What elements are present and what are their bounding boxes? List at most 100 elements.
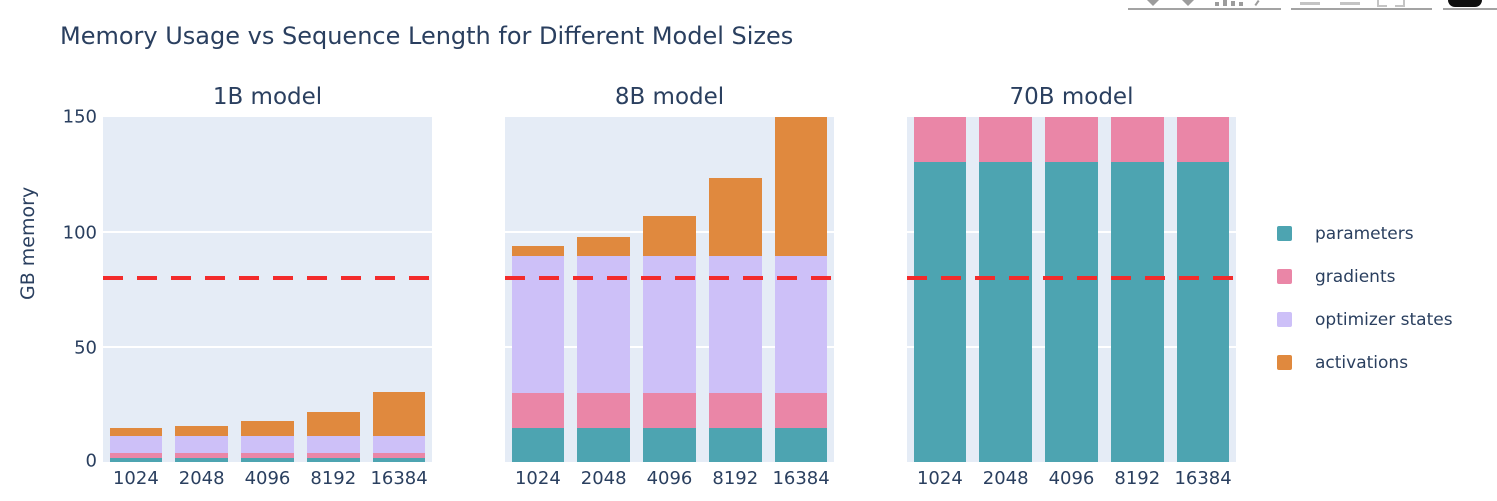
plotly-logo-icon[interactable] (1448, 0, 1482, 7)
bar-segment-gradients[interactable] (643, 393, 696, 428)
stacked-bar[interactable] (372, 392, 426, 462)
stacked-bar[interactable] (774, 117, 828, 462)
bar-segment-activations[interactable] (241, 421, 294, 436)
modebar-group-divider (1291, 8, 1432, 10)
stacked-bar[interactable] (1110, 117, 1164, 462)
x-tick: 1024 (112, 468, 159, 489)
legend-item-activations[interactable]: activations (1277, 341, 1453, 384)
legend-item-parameters[interactable]: parameters (1277, 212, 1453, 255)
chart-title: Memory Usage vs Sequence Length for Diff… (60, 22, 794, 50)
bar-segment-parameters[interactable] (372, 457, 426, 462)
modebar[interactable] (1125, 0, 1497, 12)
subplot-title-8b: 8B model (614, 84, 725, 110)
bar-segment-parameters[interactable] (306, 457, 360, 462)
bar-segment-gradients[interactable] (372, 453, 426, 458)
bar-slot (300, 117, 366, 462)
bar-segment-gradients[interactable] (1110, 117, 1164, 163)
x-tick: 1024 (916, 468, 963, 489)
stacked-bar[interactable] (708, 178, 762, 462)
bar-segment-parameters[interactable] (979, 162, 1032, 462)
bar-slot (768, 117, 834, 462)
legend-item-optimizer-states[interactable]: optimizer states (1277, 298, 1453, 341)
bar-segment-gradients[interactable] (913, 117, 967, 163)
bar-segment-parameters[interactable] (1110, 162, 1164, 462)
bar-segment-gradients[interactable] (175, 453, 228, 458)
bar-segment-gradients[interactable] (1045, 117, 1098, 163)
gridline-50 (103, 346, 432, 348)
bar-segment-activations[interactable] (175, 425, 228, 436)
bar-segment-gradients[interactable] (979, 117, 1032, 163)
bar-segment-gradients[interactable] (306, 453, 360, 458)
bar-segment-parameters[interactable] (577, 427, 630, 462)
bar-segment-gradients[interactable] (577, 393, 630, 428)
bar-segment-activations[interactable] (372, 392, 426, 436)
bar-segment-optimizer-states[interactable] (109, 435, 163, 454)
modebar-fragment-icon[interactable] (1300, 2, 1320, 5)
bar-segment-optimizer-states[interactable] (175, 435, 228, 454)
legend-item-gradients[interactable]: gradients (1277, 255, 1453, 298)
modebar-fragment-icon[interactable] (1395, 0, 1405, 7)
bar-segment-activations[interactable] (577, 236, 630, 257)
stacked-bar[interactable] (979, 117, 1032, 462)
y-tick-100: 100 (62, 222, 97, 244)
subplot-title-70b: 70B model (1009, 84, 1134, 110)
bar-segment-gradients[interactable] (774, 393, 828, 428)
bar-segment-parameters[interactable] (109, 457, 163, 462)
modebar-fragment-icon[interactable] (1340, 2, 1360, 5)
bar-segment-parameters[interactable] (511, 427, 565, 462)
modebar-fragment-icon[interactable] (1231, 1, 1235, 6)
bar-segment-optimizer-states[interactable] (241, 435, 294, 454)
bar-segment-activations[interactable] (109, 428, 163, 436)
bar-segment-activations[interactable] (708, 178, 762, 257)
legend-label: optimizer states (1315, 309, 1453, 330)
stacked-bar[interactable] (241, 421, 294, 462)
stacked-bar[interactable] (577, 236, 630, 462)
bar-segment-gradients[interactable] (241, 453, 294, 458)
bar-segment-parameters[interactable] (643, 427, 696, 462)
modebar-fragment-icon[interactable] (1182, 0, 1194, 6)
bar-slot (973, 117, 1039, 462)
bar-segment-optimizer-states[interactable] (306, 435, 360, 454)
x-tick: 8192 (1114, 468, 1161, 489)
bar-segment-gradients[interactable] (1176, 117, 1230, 163)
bar-segment-activations[interactable] (774, 117, 828, 257)
modebar-fragment-icon[interactable] (1377, 0, 1387, 7)
stacked-bar[interactable] (643, 216, 696, 462)
bar-segment-parameters[interactable] (241, 457, 294, 462)
stacked-bar[interactable] (306, 411, 360, 462)
bar-segment-parameters[interactable] (708, 427, 762, 462)
stacked-bar[interactable] (1176, 117, 1230, 462)
bar-slot (169, 117, 235, 462)
bar-segment-parameters[interactable] (1045, 162, 1098, 462)
bar-segment-gradients[interactable] (708, 393, 762, 428)
modebar-fragment-icon[interactable] (1147, 0, 1159, 6)
stacked-bar[interactable] (109, 428, 163, 462)
modebar-fragment-icon[interactable] (1254, 0, 1260, 7)
bar-segment-parameters[interactable] (774, 427, 828, 462)
bar-segment-parameters[interactable] (1176, 162, 1230, 462)
modebar-fragment-icon[interactable] (1215, 2, 1219, 6)
bar-slot (1104, 117, 1170, 462)
bar-segment-gradients[interactable] (511, 393, 565, 428)
bar-slot (702, 117, 768, 462)
stacked-bar[interactable] (913, 117, 967, 462)
x-tick: 1024 (514, 468, 561, 489)
x-tick: 2048 (178, 468, 225, 489)
bar-segment-activations[interactable] (511, 246, 565, 257)
bar-segment-activations[interactable] (306, 411, 360, 436)
bar-segment-optimizer-states[interactable] (372, 435, 426, 454)
stacked-bar[interactable] (1045, 117, 1098, 462)
modebar-fragment-icon[interactable] (1239, 2, 1243, 6)
bar-slot (637, 117, 703, 462)
bar-segment-parameters[interactable] (913, 162, 967, 462)
modebar-fragment-icon[interactable] (1223, 0, 1227, 6)
memory-limit-line (103, 276, 432, 280)
memory-limit-line (505, 276, 834, 280)
stacked-bar[interactable] (175, 425, 228, 462)
modebar-group-divider (1443, 8, 1497, 10)
bar-slot (103, 117, 169, 462)
bar-segment-gradients[interactable] (109, 453, 163, 458)
bar-segment-activations[interactable] (643, 216, 696, 257)
subplot-1b (103, 117, 432, 462)
bar-segment-parameters[interactable] (175, 457, 228, 462)
